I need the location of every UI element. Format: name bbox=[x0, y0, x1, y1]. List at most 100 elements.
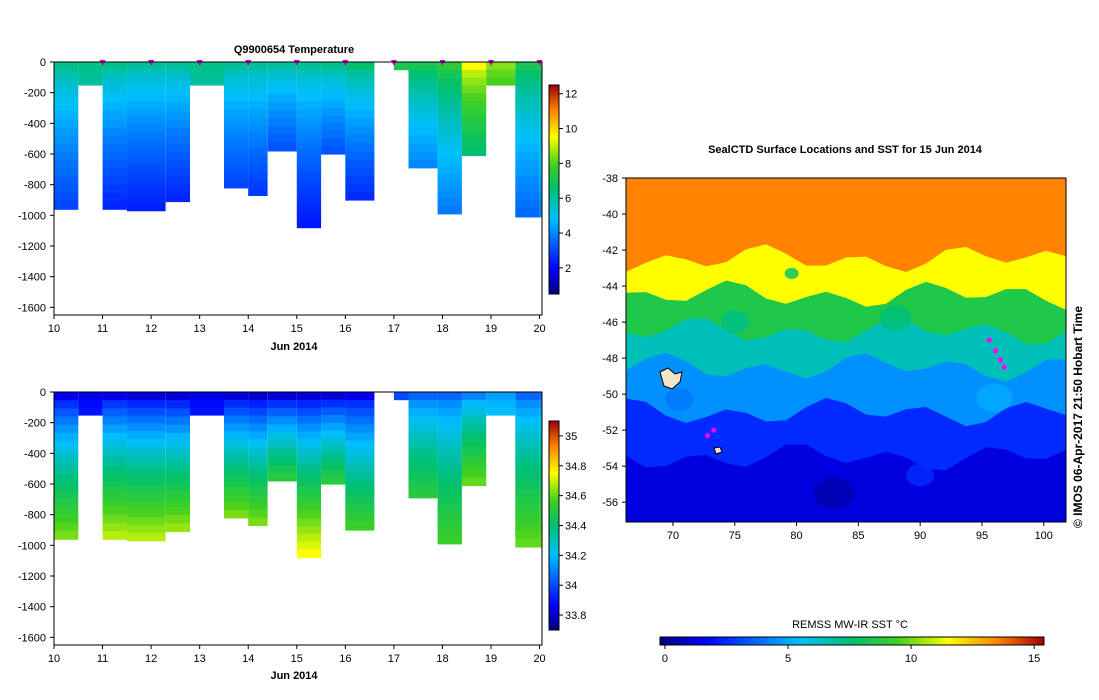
temperature-cell bbox=[296, 85, 322, 95]
salinity-profile bbox=[102, 392, 127, 540]
temperature-cell bbox=[224, 117, 249, 126]
salinity-cell bbox=[102, 424, 127, 434]
temperature-profile bbox=[461, 62, 487, 157]
salinity-cell bbox=[515, 473, 540, 483]
salinity-cell bbox=[345, 440, 375, 450]
temperature-cell bbox=[486, 69, 516, 78]
salinity-cell bbox=[393, 395, 409, 401]
salinity-cell bbox=[224, 407, 249, 417]
x-tick-label: 15 bbox=[291, 653, 303, 665]
salinity-cell bbox=[408, 449, 438, 458]
salinity-cell bbox=[461, 462, 487, 471]
temperature-profile bbox=[248, 62, 268, 196]
salinity-cell bbox=[78, 407, 103, 416]
temperature-cell bbox=[126, 187, 166, 196]
salinity-cell bbox=[515, 432, 540, 442]
temperature-profile bbox=[296, 62, 322, 229]
temperature-cell bbox=[296, 125, 322, 134]
salinity-cell bbox=[54, 416, 79, 426]
salinity-cell bbox=[515, 424, 540, 434]
salinity-cell bbox=[539, 432, 542, 442]
temperature-cell bbox=[345, 110, 375, 120]
salinity-cell bbox=[224, 454, 249, 464]
temperature-cell bbox=[408, 102, 438, 112]
temperature-cell bbox=[321, 131, 346, 140]
salinity-cell bbox=[437, 392, 462, 401]
temperature-cell bbox=[539, 168, 542, 177]
salinity-cell bbox=[296, 463, 322, 472]
salinity-cell bbox=[102, 400, 127, 409]
salinity-cell bbox=[267, 448, 297, 458]
temperature-cell bbox=[321, 92, 346, 101]
temperature-profile bbox=[345, 62, 375, 201]
temperature-cell bbox=[165, 185, 190, 194]
temperature-cell bbox=[165, 94, 190, 104]
salinity-cell bbox=[539, 449, 542, 458]
salinity-cell bbox=[539, 530, 542, 540]
salinity-cell bbox=[296, 455, 322, 464]
salinity-cell bbox=[345, 521, 375, 531]
temperature-cell bbox=[54, 176, 79, 186]
salinity-cell bbox=[408, 416, 438, 426]
map-y-tick-label: -48 bbox=[602, 353, 618, 365]
temperature-cell bbox=[248, 101, 268, 110]
salinity-cell bbox=[102, 449, 127, 458]
salinity-profile bbox=[126, 392, 166, 542]
temperature-cell bbox=[54, 143, 79, 153]
temperature-cell bbox=[345, 118, 375, 128]
temperature-cell bbox=[248, 132, 268, 141]
temperature-cell bbox=[54, 160, 79, 169]
temperature-cell bbox=[408, 135, 438, 144]
salinity-cell bbox=[296, 447, 322, 456]
salinity-cell bbox=[267, 472, 297, 482]
temperature-cell bbox=[102, 62, 127, 71]
salinity-cell bbox=[267, 456, 297, 466]
temperature-cell bbox=[126, 171, 166, 180]
salinity-cell bbox=[126, 532, 166, 542]
salinity-cell bbox=[408, 489, 438, 499]
temperature-cell bbox=[461, 62, 487, 71]
salinity-cell bbox=[54, 522, 79, 532]
temperature-cell bbox=[461, 101, 487, 110]
salinity-cell bbox=[224, 423, 249, 432]
salinity-cell bbox=[296, 486, 322, 496]
salinity-cell bbox=[539, 538, 542, 548]
salinity-cell bbox=[296, 423, 322, 432]
temperature-cell bbox=[393, 62, 409, 67]
temperature-cell bbox=[224, 148, 249, 157]
salinity-cell bbox=[126, 431, 166, 440]
temperature-colorbar-ticks: 2 4 6 8 10 12 bbox=[559, 89, 577, 275]
map-y-tick-label: -40 bbox=[602, 209, 618, 221]
salinity-cell bbox=[408, 392, 438, 401]
salinity-cell bbox=[515, 416, 540, 426]
salinity-cell bbox=[267, 424, 297, 433]
temperature-cell bbox=[539, 78, 542, 88]
temperature-cell bbox=[78, 69, 103, 78]
salinity-profile bbox=[321, 392, 346, 485]
salinity-cell bbox=[54, 449, 79, 458]
salinity-cell bbox=[437, 503, 462, 513]
salinity-xlabel: Jun 2014 bbox=[270, 670, 318, 682]
salinity-cell bbox=[539, 424, 542, 434]
salinity-cell bbox=[165, 490, 190, 500]
temperature-cell bbox=[248, 179, 268, 189]
x-tick-label: 17 bbox=[388, 323, 400, 335]
temperature-cell bbox=[296, 133, 322, 142]
salinity-cell bbox=[165, 392, 190, 401]
temperature-cell bbox=[126, 132, 166, 141]
salinity-cell bbox=[296, 399, 322, 409]
salinity-cell bbox=[437, 479, 462, 489]
salinity-cell bbox=[165, 441, 190, 450]
temperature-cell bbox=[296, 156, 322, 166]
salinity-cell bbox=[126, 485, 166, 495]
temperature-cell bbox=[515, 176, 540, 185]
salinity-cell bbox=[437, 487, 462, 497]
temperature-cell bbox=[321, 69, 346, 78]
temperature-cell bbox=[321, 100, 346, 109]
temperature-cell bbox=[296, 109, 322, 118]
temperature-cell bbox=[102, 152, 127, 161]
temperature-profile bbox=[321, 62, 346, 155]
y-tick-label: 0 bbox=[40, 57, 46, 69]
temperature-cell bbox=[267, 78, 297, 87]
salinity-cell bbox=[54, 457, 79, 467]
